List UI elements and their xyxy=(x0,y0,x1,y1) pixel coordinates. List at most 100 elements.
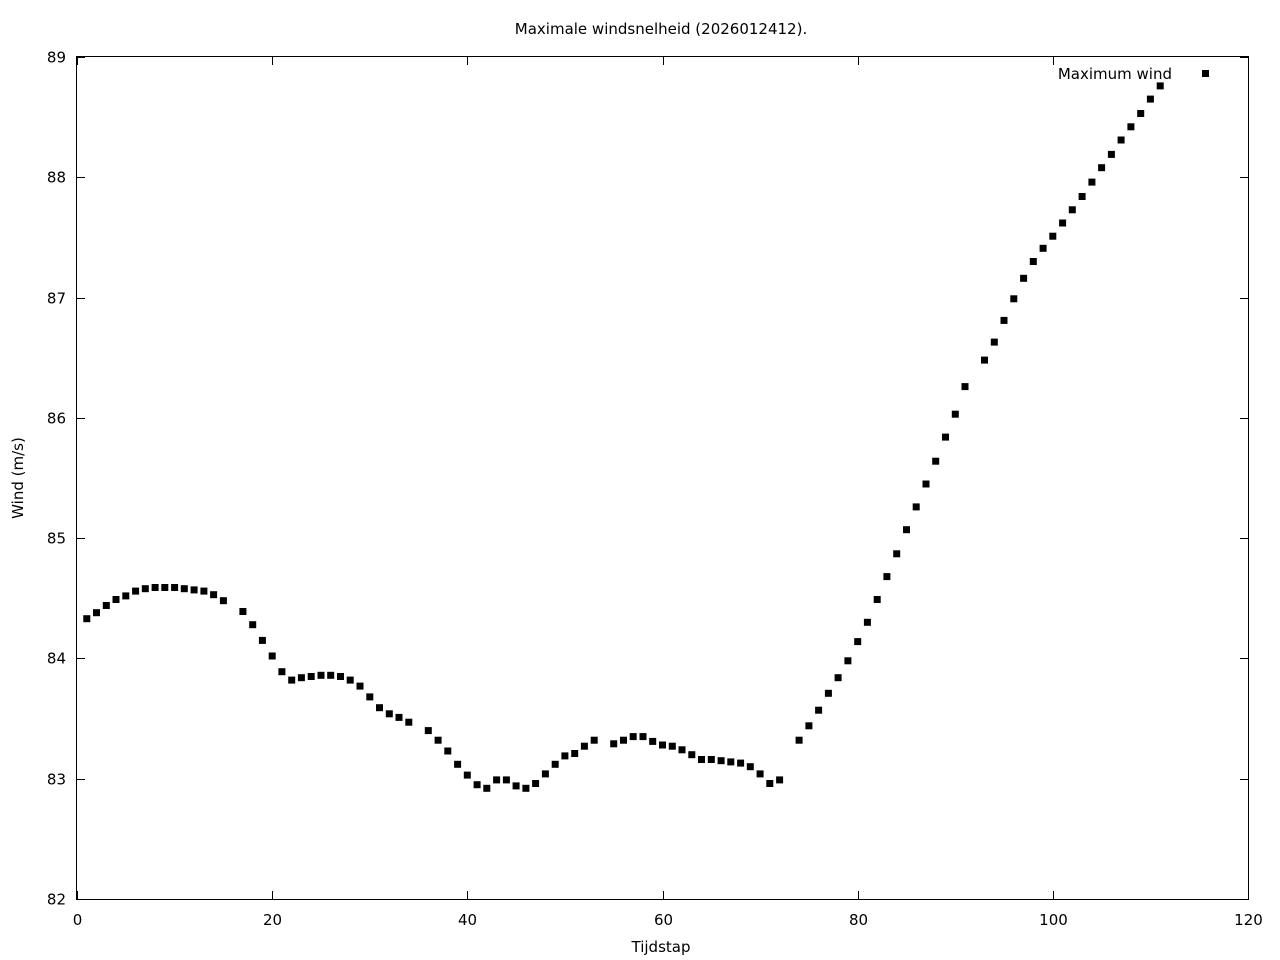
x-tick-label: 120 xyxy=(1234,911,1263,929)
data-point xyxy=(171,584,179,591)
data-point xyxy=(629,733,637,741)
data-point xyxy=(210,591,218,599)
x-axis-label: Tijdstap xyxy=(631,938,691,956)
data-point xyxy=(903,526,910,534)
data-point xyxy=(1088,178,1096,186)
data-point xyxy=(473,781,481,789)
data-point xyxy=(610,740,618,748)
data-point xyxy=(571,750,579,757)
data-point xyxy=(1127,123,1135,131)
data-point xyxy=(981,356,988,364)
x-tick-label: 60 xyxy=(654,911,673,929)
data-point xyxy=(688,751,696,759)
data-point xyxy=(873,596,881,603)
data-point xyxy=(1098,164,1106,172)
data-point xyxy=(1029,258,1037,265)
data-point xyxy=(893,550,901,558)
data-point xyxy=(434,736,442,744)
data-point xyxy=(746,763,754,771)
data-point xyxy=(1107,150,1115,158)
data-point xyxy=(834,674,842,682)
y-tick-label: 89 xyxy=(47,49,66,67)
data-point xyxy=(668,742,676,750)
y-tick-label: 84 xyxy=(47,650,66,668)
data-point xyxy=(815,706,823,714)
data-point xyxy=(649,737,657,745)
y-tick-label: 83 xyxy=(47,771,66,789)
axis-ticks: 0 20 40 60 80 100 120 82 83 84 85 86 87 88 89 xyxy=(47,49,1263,930)
data-point xyxy=(717,757,725,765)
x-tick-label: 40 xyxy=(458,911,477,929)
data-point xyxy=(219,597,227,605)
data-point xyxy=(990,338,998,346)
data-point xyxy=(93,609,100,617)
data-point xyxy=(327,671,335,679)
data-point xyxy=(366,693,374,701)
data-point xyxy=(1000,316,1008,324)
y-tick-label: 88 xyxy=(47,169,66,187)
x-tick-label: 80 xyxy=(849,911,868,929)
data-point xyxy=(1146,95,1154,103)
y-tick-label: 86 xyxy=(47,410,66,428)
data-point xyxy=(912,503,920,511)
y-tick-label: 87 xyxy=(47,290,66,308)
data-point xyxy=(112,596,120,603)
data-point xyxy=(639,733,647,741)
data-point xyxy=(161,584,169,591)
data-point xyxy=(151,584,159,591)
data-point xyxy=(707,756,715,763)
data-point xyxy=(356,682,364,690)
data-point xyxy=(297,674,305,682)
data-point xyxy=(288,676,296,684)
data-point xyxy=(1068,206,1076,214)
data-point xyxy=(278,668,286,676)
data-point xyxy=(1020,274,1028,282)
data-point xyxy=(102,602,110,609)
data-point xyxy=(307,673,315,680)
data-point xyxy=(1059,219,1067,227)
data-point xyxy=(795,736,803,744)
data-point xyxy=(493,776,501,784)
data-point xyxy=(932,457,940,465)
data-point xyxy=(551,760,559,768)
data-point xyxy=(346,676,354,684)
data-point xyxy=(659,741,666,749)
data-point xyxy=(122,592,130,600)
data-point xyxy=(844,657,852,665)
data-point xyxy=(317,671,325,679)
data-point xyxy=(405,718,413,726)
data-point xyxy=(1156,82,1164,90)
data-point xyxy=(541,770,549,778)
y-tick-label: 85 xyxy=(47,530,66,548)
data-point xyxy=(590,736,598,744)
data-point xyxy=(268,652,276,660)
data-point xyxy=(942,433,949,441)
x-tick-label: 100 xyxy=(1039,911,1068,929)
x-tick-label: 20 xyxy=(263,911,282,929)
data-point xyxy=(190,586,198,594)
data-point xyxy=(444,747,452,755)
data-point xyxy=(854,638,862,646)
y-axis-label: Wind (m/s) xyxy=(9,437,27,519)
data-point xyxy=(424,727,432,735)
data-point xyxy=(239,608,247,615)
data-point xyxy=(922,480,930,488)
chart-title: Maximale windsnelheid (2026012412). xyxy=(515,20,807,38)
data-point xyxy=(395,713,403,721)
data-point xyxy=(951,410,959,418)
data-point xyxy=(883,573,891,581)
data-point xyxy=(766,780,774,787)
data-point xyxy=(522,784,530,792)
data-point xyxy=(737,759,745,767)
data-point xyxy=(502,776,510,784)
data-point xyxy=(180,585,188,593)
data-point xyxy=(385,710,393,718)
data-point xyxy=(620,736,627,744)
data-point xyxy=(376,704,383,712)
data-point xyxy=(1049,232,1057,240)
data-point xyxy=(337,673,344,680)
data-point xyxy=(1039,244,1047,252)
data-points xyxy=(83,82,1164,792)
data-point xyxy=(83,615,91,623)
